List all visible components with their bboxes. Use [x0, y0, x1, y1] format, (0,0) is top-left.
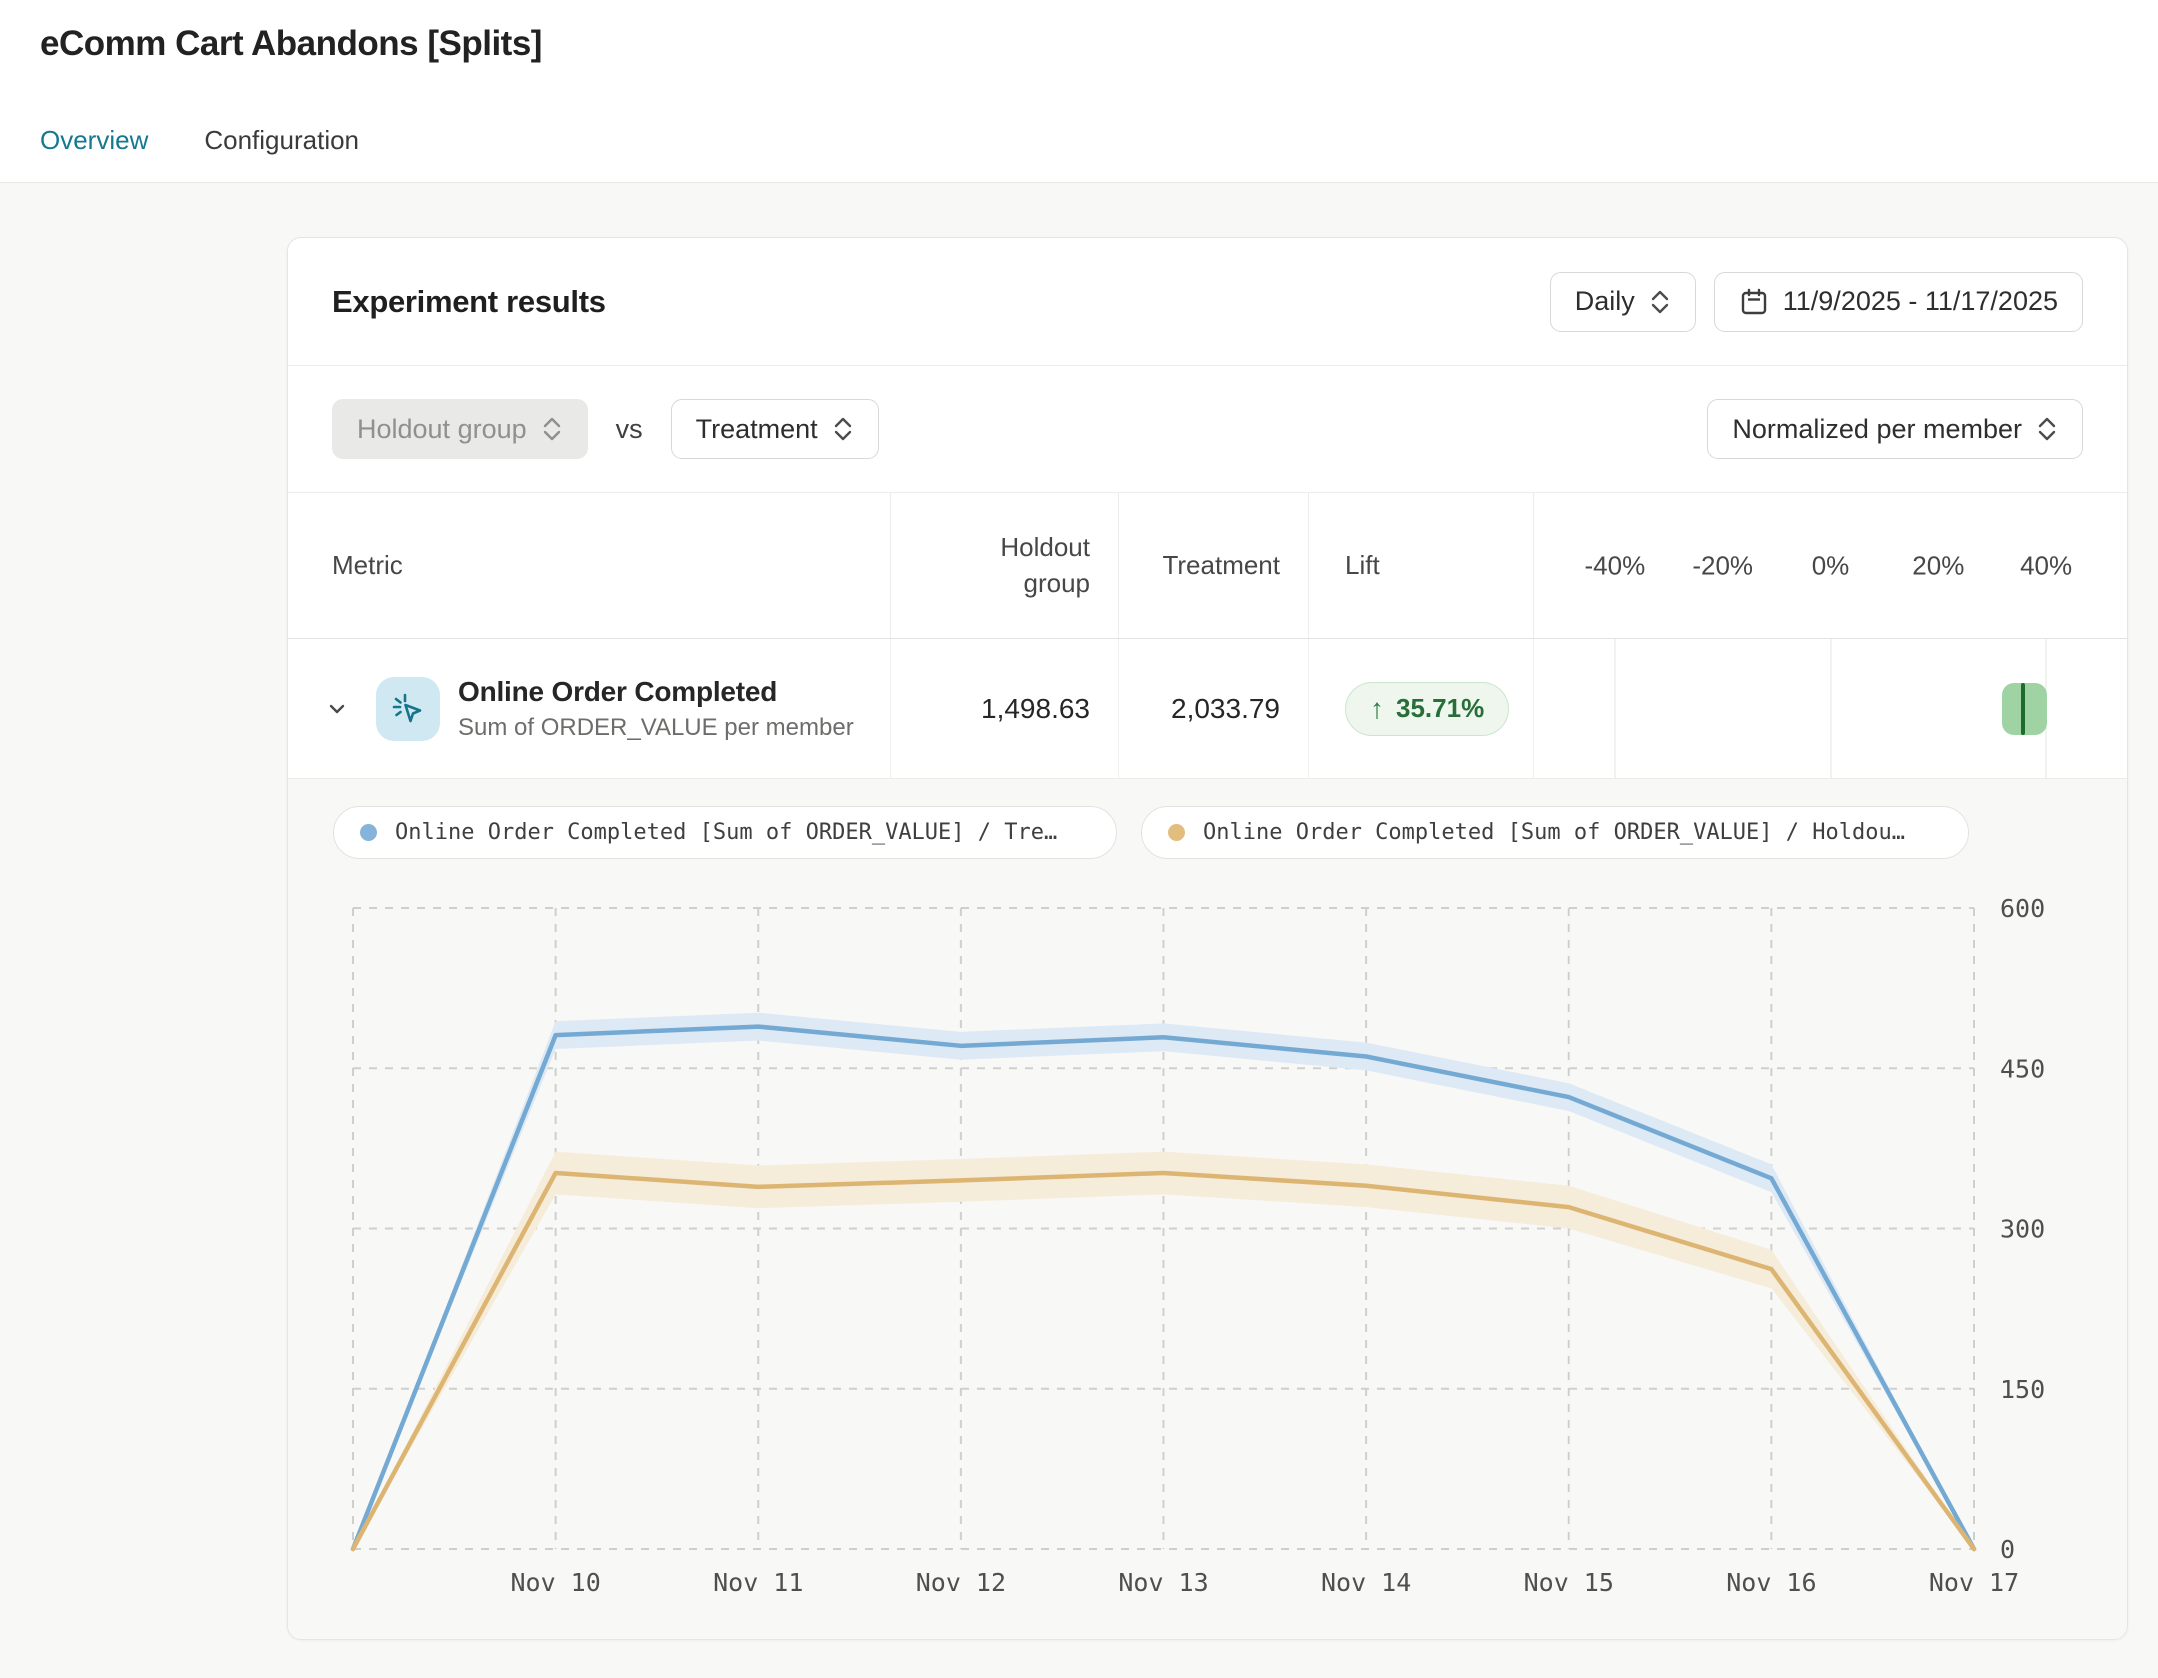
column-header-treatment: Treatment — [1119, 493, 1309, 638]
compare-left-value: Holdout group — [357, 413, 527, 444]
svg-text:Nov 17: Nov 17 — [1929, 1568, 2019, 1597]
scale-gridline — [1830, 639, 1831, 778]
metric-name: Online Order Completed — [458, 675, 778, 707]
chevron-updown-icon — [834, 417, 851, 441]
legend-chip-treatment[interactable]: Online Order Completed [Sum of ORDER_VAL… — [333, 806, 1117, 859]
legend-label: Online Order Completed [Sum of ORDER_VAL… — [395, 820, 1058, 845]
svg-text:150: 150 — [2000, 1375, 2045, 1404]
svg-text:Nov 13: Nov 13 — [1118, 1568, 1208, 1597]
chevron-updown-icon — [543, 417, 560, 441]
holdout-group-value: 1,498.63 — [891, 639, 1119, 778]
column-header-holdout-group: Holdout group — [891, 493, 1119, 638]
compare-right-value: Treatment — [695, 413, 818, 444]
metrics-table-header: Metric Holdout group Treatment Lift -40%… — [288, 493, 2127, 639]
comparison-controls: Holdout group vs Treatment Normalized pe… — [288, 366, 2127, 493]
lift-scale-header: -40% -20% 0% 20% 40% — [1534, 493, 2127, 638]
scale-tick-label: -20% — [1692, 550, 1754, 580]
svg-text:Nov 15: Nov 15 — [1524, 1568, 1614, 1597]
svg-text:Nov 12: Nov 12 — [916, 1568, 1006, 1597]
chevron-updown-icon — [1651, 290, 1668, 313]
scale-tick-label: 20% — [1912, 550, 1965, 580]
svg-text:450: 450 — [2000, 1054, 2045, 1083]
legend-dot-orange — [1168, 824, 1185, 841]
metric-texts: Online Order Completed Sum of ORDER_VALU… — [458, 676, 854, 742]
svg-text:Nov 10: Nov 10 — [510, 1568, 600, 1597]
scale-tick-label: 40% — [2020, 550, 2073, 580]
granularity-value: Daily — [1574, 286, 1635, 316]
svg-text:600: 600 — [2000, 894, 2045, 923]
granularity-select[interactable]: Daily — [1549, 271, 1696, 332]
experiment-results-card: Experiment results Daily — [287, 237, 2128, 1640]
normalization-select[interactable]: Normalized per member — [1707, 399, 2083, 459]
chevron-down-icon — [329, 704, 345, 713]
arrow-up-icon: ↑ — [1370, 692, 1384, 724]
main-area: Experiment results Daily — [0, 183, 2158, 1678]
calendar-icon — [1741, 288, 1766, 314]
card-title: Experiment results — [332, 283, 606, 319]
vs-label: vs — [615, 413, 643, 444]
legend-chip-holdout[interactable]: Online Order Completed [Sum of ORDER_VAL… — [1141, 806, 1969, 859]
app-header: eComm Cart Abandons [Splits] Overview Co… — [0, 0, 2158, 183]
svg-text:300: 300 — [2000, 1215, 2045, 1244]
card-header: Experiment results Daily — [288, 238, 2127, 366]
chevron-updown-icon — [2038, 417, 2056, 441]
date-range-value: 11/9/2025 - 11/17/2025 — [1782, 286, 2058, 316]
metric-row-online-order-completed[interactable]: Online Order Completed Sum of ORDER_VALU… — [288, 639, 2127, 779]
svg-text:0: 0 — [2000, 1535, 2015, 1564]
legend-dot-blue — [360, 824, 377, 841]
compare-left-select[interactable]: Holdout group — [332, 399, 588, 459]
tab-configuration[interactable]: Configuration — [204, 125, 360, 155]
trend-chart-section: 0 150 300 450 600 Nov 10 Nov 11 Nov 12 Nov 13 Nov… — [288, 779, 2127, 1639]
normalization-value: Normalized per member — [1732, 413, 2022, 444]
scale-tick-label: 0% — [1811, 550, 1850, 580]
row-expander-button[interactable] — [316, 688, 358, 730]
compare-right-select[interactable]: Treatment — [670, 399, 879, 459]
card-header-controls: Daily 11/9/2025 - 11/17/2025 — [1549, 271, 2083, 332]
column-header-lift: Lift — [1309, 493, 1534, 638]
conversion-click-icon — [392, 693, 422, 722]
tab-overview[interactable]: Overview — [40, 125, 149, 155]
lift-badge: ↑ 35.71% — [1345, 681, 1510, 736]
svg-text:Nov 11: Nov 11 — [713, 1568, 803, 1597]
page-title: eComm Cart Abandons [Splits] — [40, 24, 542, 63]
scale-tick-label: -40% — [1584, 550, 1646, 580]
scale-gridline — [1614, 639, 1616, 778]
metric-cell: Online Order Completed Sum of ORDER_VALU… — [288, 639, 891, 778]
treatment-value: 2,033.79 — [1119, 639, 1309, 778]
column-header-metric: Metric — [288, 493, 891, 638]
metric-type-tile — [376, 676, 440, 741]
svg-text:Nov 14: Nov 14 — [1321, 1568, 1411, 1597]
lift-confidence-scale — [1534, 639, 2127, 778]
svg-text:Nov 16: Nov 16 — [1726, 1568, 1816, 1597]
lift-point-marker — [2021, 682, 2025, 735]
metric-description: Sum of ORDER_VALUE per member — [458, 713, 854, 741]
tab-bar: Overview Configuration — [40, 125, 359, 156]
legend-label: Online Order Completed [Sum of ORDER_VAL… — [1203, 820, 1905, 845]
lift-cell: ↑ 35.71% — [1309, 639, 1534, 778]
date-range-picker[interactable]: 11/9/2025 - 11/17/2025 — [1713, 271, 2083, 332]
trend-line-chart: 0 150 300 450 600 Nov 10 Nov 11 Nov 12 Nov 13 Nov… — [350, 894, 2045, 1597]
lift-value: 35.71% — [1396, 693, 1485, 723]
